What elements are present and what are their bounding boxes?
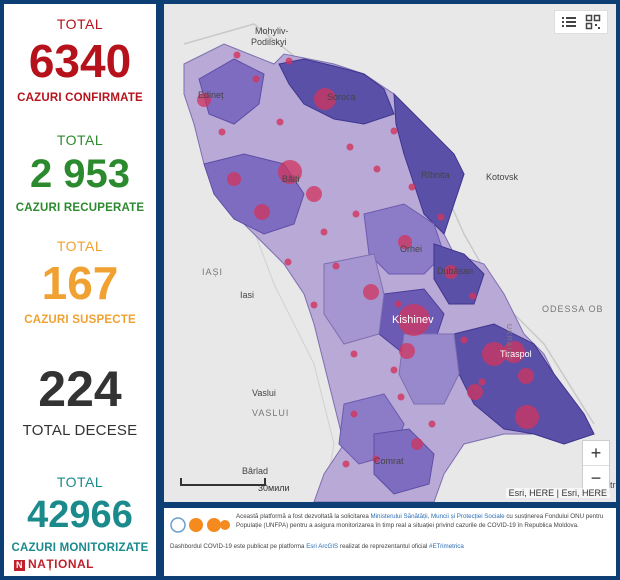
label-iasi-region: IAȘI	[202, 267, 224, 277]
district-soroca	[278, 58, 395, 125]
bubble	[227, 172, 241, 186]
bubble-chisinau	[398, 304, 430, 336]
suspect-total-label: TOTAL	[56, 238, 104, 254]
bubble-soroca	[314, 88, 336, 110]
bubble	[306, 186, 322, 202]
monitored-value: 42966	[27, 494, 133, 536]
confirmed-caption: CAZURI CONFIRMATE	[17, 92, 143, 104]
label-orhei: Orhei	[400, 244, 423, 254]
map-canvas	[164, 4, 616, 502]
footer-text-1: Această platformă a fost dezvoltată la s…	[236, 513, 604, 529]
suspect-stat: TOTAL 167 CAZURI SUSPECTE	[4, 238, 156, 326]
monitored-total-label: TOTAL	[56, 474, 104, 490]
partner-logos	[170, 517, 230, 533]
label-ribnita: Rîbnița	[421, 170, 450, 180]
recovered-caption: CAZURI RECUPERATE	[15, 202, 145, 214]
legend-list-icon[interactable]	[561, 14, 577, 30]
deaths-stat: 224 TOTAL DECESE	[4, 364, 156, 439]
qr-code-icon[interactable]	[585, 14, 601, 30]
confirmed-stat: TOTAL 6340 CAZURI CONFIRMATE	[4, 16, 156, 104]
bubble	[399, 343, 415, 359]
brand-name: NAȚIONAL	[28, 557, 94, 571]
district-edinet	[198, 58, 265, 125]
covid-map[interactable]: Mohyliv- Podilskyi Edineț Soroca Bălți R…	[164, 4, 616, 502]
small-case-dots	[218, 51, 486, 468]
label-tiraspol: Tiraspol	[500, 349, 532, 359]
bubble-balti	[278, 160, 302, 184]
recovered-total-label: TOTAL	[56, 132, 104, 148]
label-chisinau: Kishinev	[392, 314, 434, 326]
bubble-edinet	[197, 93, 211, 107]
bubble	[467, 384, 483, 400]
label-odessa: ODESSA OB	[542, 304, 604, 314]
label-comrat: Comrat	[374, 456, 404, 466]
zoom-in-button[interactable]: +	[583, 441, 609, 466]
bubble-orhei	[398, 235, 412, 249]
monitored-caption: CAZURI MONITORIZATE	[11, 542, 149, 554]
district-dubasari	[433, 243, 485, 305]
bubble	[411, 438, 423, 450]
label-iasi: Iasi	[240, 290, 255, 300]
bubble	[363, 284, 379, 300]
scale-bar	[180, 478, 266, 486]
brand-logo: N NAȚIONAL	[14, 557, 94, 571]
label-barlad: Bârlad	[242, 466, 269, 476]
footer-info: Această platformă a fost dezvoltată la s…	[164, 508, 616, 576]
suspect-value: 167	[41, 257, 119, 309]
label-edinet: Edineț	[198, 90, 224, 100]
district-transnistria-north	[393, 92, 465, 235]
bubble	[518, 368, 534, 384]
label-vaslui-region: VASLUI	[252, 408, 290, 418]
label-mohyliv: Mohyliv-	[255, 26, 289, 36]
deaths-caption: TOTAL DECESE	[22, 422, 138, 439]
district-center	[323, 253, 385, 345]
footer-text-2: Dashbordul COVID-19 este publicat pe pla…	[170, 543, 464, 550]
label-kotovsk: Kotovsk	[486, 172, 519, 182]
confirmed-total-label: TOTAL	[56, 16, 104, 32]
label-balti: Bălți	[282, 174, 300, 184]
suspect-caption: CAZURI SUSPECTE	[24, 314, 136, 326]
recovered-stat: TOTAL 2 953 CAZURI RECUPERATE	[4, 132, 156, 214]
scale-label: 30мили	[258, 483, 290, 493]
monitored-stat: TOTAL 42966 CAZURI MONITORIZATE	[4, 474, 156, 554]
trimetrica-link[interactable]: #ETrimetrica	[429, 543, 464, 550]
bubble-tiraspol	[482, 342, 506, 366]
label-vaslui: Vaslui	[252, 388, 276, 398]
map-attribution[interactable]: Esri, HERE | Esri, HERE	[505, 488, 610, 498]
map-toolbar	[554, 10, 608, 34]
bubble	[254, 204, 270, 220]
bubble-dubasari	[444, 265, 458, 279]
ministry-link[interactable]: Ministerului Sănătății, Muncii și Protec…	[370, 513, 505, 520]
label-ukraine: UKRAINE	[505, 324, 512, 363]
confirmed-value: 6340	[28, 35, 132, 87]
bubble	[515, 405, 539, 429]
brand-mark-icon: N	[14, 560, 25, 571]
recovered-value: 2 953	[29, 152, 131, 196]
stats-panel: TOTAL 6340 CAZURI CONFIRMATE TOTAL 2 953…	[4, 4, 156, 576]
esri-link[interactable]: Esri ArcGIS	[306, 543, 339, 550]
label-podilskyi: Podilskyi	[251, 37, 287, 47]
bubble	[503, 341, 525, 363]
case-bubbles	[197, 88, 539, 450]
zoom-control: + −	[582, 440, 610, 492]
label-soroca: Soroca	[327, 92, 356, 102]
deaths-value: 224	[38, 361, 122, 417]
zoom-out-button[interactable]: −	[590, 468, 602, 488]
label-dubasari: Dubăsari	[437, 266, 474, 276]
